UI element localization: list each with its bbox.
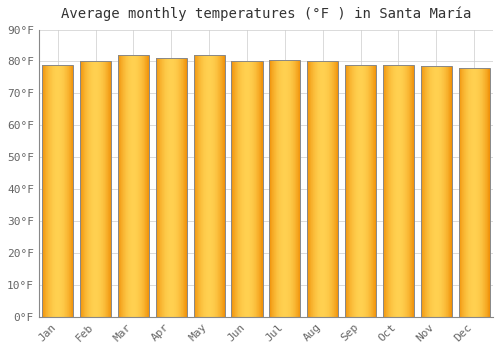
Bar	[80, 62, 111, 317]
Bar	[383, 65, 414, 317]
Bar	[156, 58, 187, 317]
Bar	[232, 62, 262, 317]
Bar	[42, 65, 74, 317]
Bar	[270, 60, 300, 317]
Bar	[118, 55, 149, 317]
Bar	[345, 65, 376, 317]
Bar	[194, 55, 224, 317]
Bar	[421, 66, 452, 317]
Title: Average monthly temperatures (°F ) in Santa María: Average monthly temperatures (°F ) in Sa…	[60, 7, 471, 21]
Bar	[458, 68, 490, 317]
Bar	[307, 62, 338, 317]
